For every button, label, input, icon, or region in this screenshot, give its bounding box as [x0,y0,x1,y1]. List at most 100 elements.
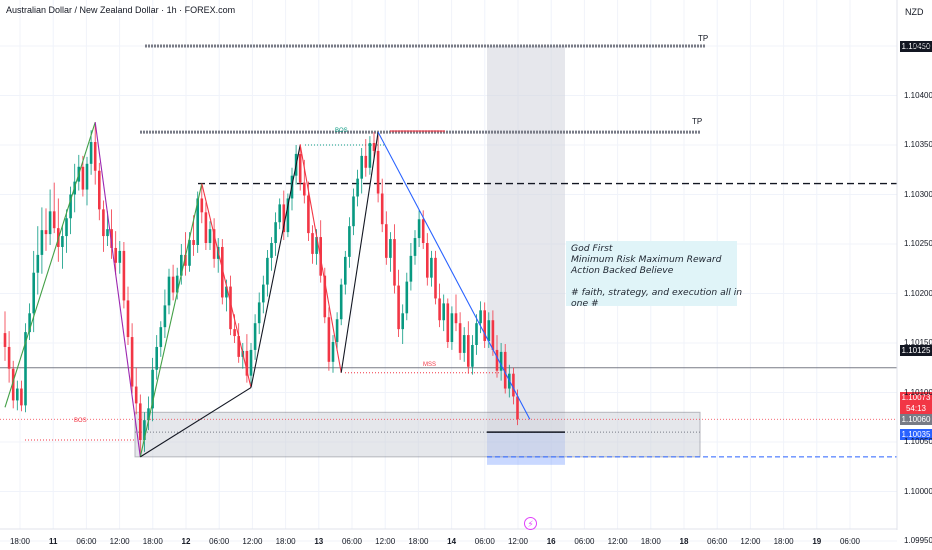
time-tick-label: 18:00 [275,537,296,546]
last-price-tag: 1.10073 [900,392,932,403]
time-tick-label: 12 [181,537,191,546]
candle-body [499,351,503,371]
candle-body [126,300,130,338]
price-tick-label: 1.10100 [904,387,932,397]
bos-top-label: BOS [335,128,348,134]
candle-body [65,218,68,237]
candle-body [278,204,281,223]
time-tick-label: 06:00 [707,537,728,546]
candle-body [270,243,273,258]
candle-body [450,313,454,343]
target-zone [487,46,565,433]
candle-body [204,212,208,244]
candle-body [167,276,171,306]
time-tick-label: 06:00 [76,537,97,546]
candle-body [262,284,265,303]
annotation-note[interactable]: God First Minimum Risk Maximum Reward Ac… [566,241,743,309]
candle-body [69,194,72,219]
candle-body [446,303,450,343]
time-tick-label: 11 [48,537,58,546]
candle-body [512,373,515,397]
lightning-icon[interactable]: ⚡ [524,517,537,530]
candle-body [376,150,380,194]
note-line: # faith, strategy, and execution all in [571,287,743,298]
candle-body [315,237,318,254]
candles [3,122,519,457]
candle-body [184,254,187,266]
time-tick-label: 06:00 [574,537,595,546]
candle-body [471,344,474,367]
current-line-tag: 1.10125 [900,345,932,356]
time-tick-label: 12:00 [242,537,263,546]
candle-body [16,388,19,401]
swing-line [139,183,203,457]
candle-body [352,196,355,227]
candle-body [438,298,441,321]
candle-body [475,323,478,345]
time-tick-label: 12:00 [740,537,761,546]
candle-body [274,222,277,244]
candle-body [257,302,261,324]
candle-body [81,166,85,190]
time-tick-label: 19 [812,537,822,546]
note-line: one # [571,298,599,309]
candle-body [212,229,216,259]
time-tick-label: 06:00 [839,537,861,546]
candle-body [93,142,97,171]
time-tick-label: 14 [447,537,457,546]
candle-body [229,286,232,330]
time-tick-label: 18:00 [142,537,163,546]
candle-body [233,329,236,337]
candle-body [385,224,388,258]
time-tick-label: 12:00 [375,537,396,546]
candle-body [405,281,409,314]
candle-body [249,349,253,376]
swing-line [94,122,141,457]
candle-body [266,257,269,285]
candle-body [24,332,27,406]
candle-body [339,284,343,320]
candle-body [348,226,351,257]
tp-upper-label: TP [698,34,709,43]
swing-line [299,144,342,373]
time-tick-label: 18:00 [408,537,429,546]
candle-body [286,198,290,233]
currency-label: NZD [905,7,924,17]
bos-left-label: BOS [74,418,87,424]
candle-body [180,254,183,276]
price-tick-label: 1.10000 [904,486,932,496]
candle-body [102,209,105,237]
candle-body [155,346,158,370]
candle-body [98,170,101,210]
candle-body [253,323,257,350]
candle-body [130,337,134,387]
candle-body [44,230,48,235]
time-tick-label: 18:00 [640,537,661,546]
candle-body [479,310,482,324]
candle-body [467,335,470,367]
price-tick-label: 1.10050 [904,437,932,446]
candle-body [442,303,445,321]
candle-body [106,229,109,237]
candle-body [421,219,425,244]
candle-body [110,229,113,248]
candle-body [323,275,327,318]
price-tick-label: 1.10200 [904,288,932,298]
candle-body [458,323,462,353]
candle-body [147,408,150,421]
price-tick-label: 1.10250 [904,239,932,248]
candle-body [491,320,495,350]
candle-body [118,250,122,263]
swing-line [250,144,301,388]
candle-body [389,239,392,258]
price-tick-label: 1.10150 [904,338,932,347]
mss-label: MSS [423,362,437,368]
time-tick-label: 12:00 [607,537,628,546]
entry-price-tag: 1.10060 [900,414,932,425]
candle-body [32,272,35,314]
swing-line [201,183,252,388]
candle-body [36,254,40,273]
candle-body [298,153,302,183]
candle-body [134,386,138,404]
